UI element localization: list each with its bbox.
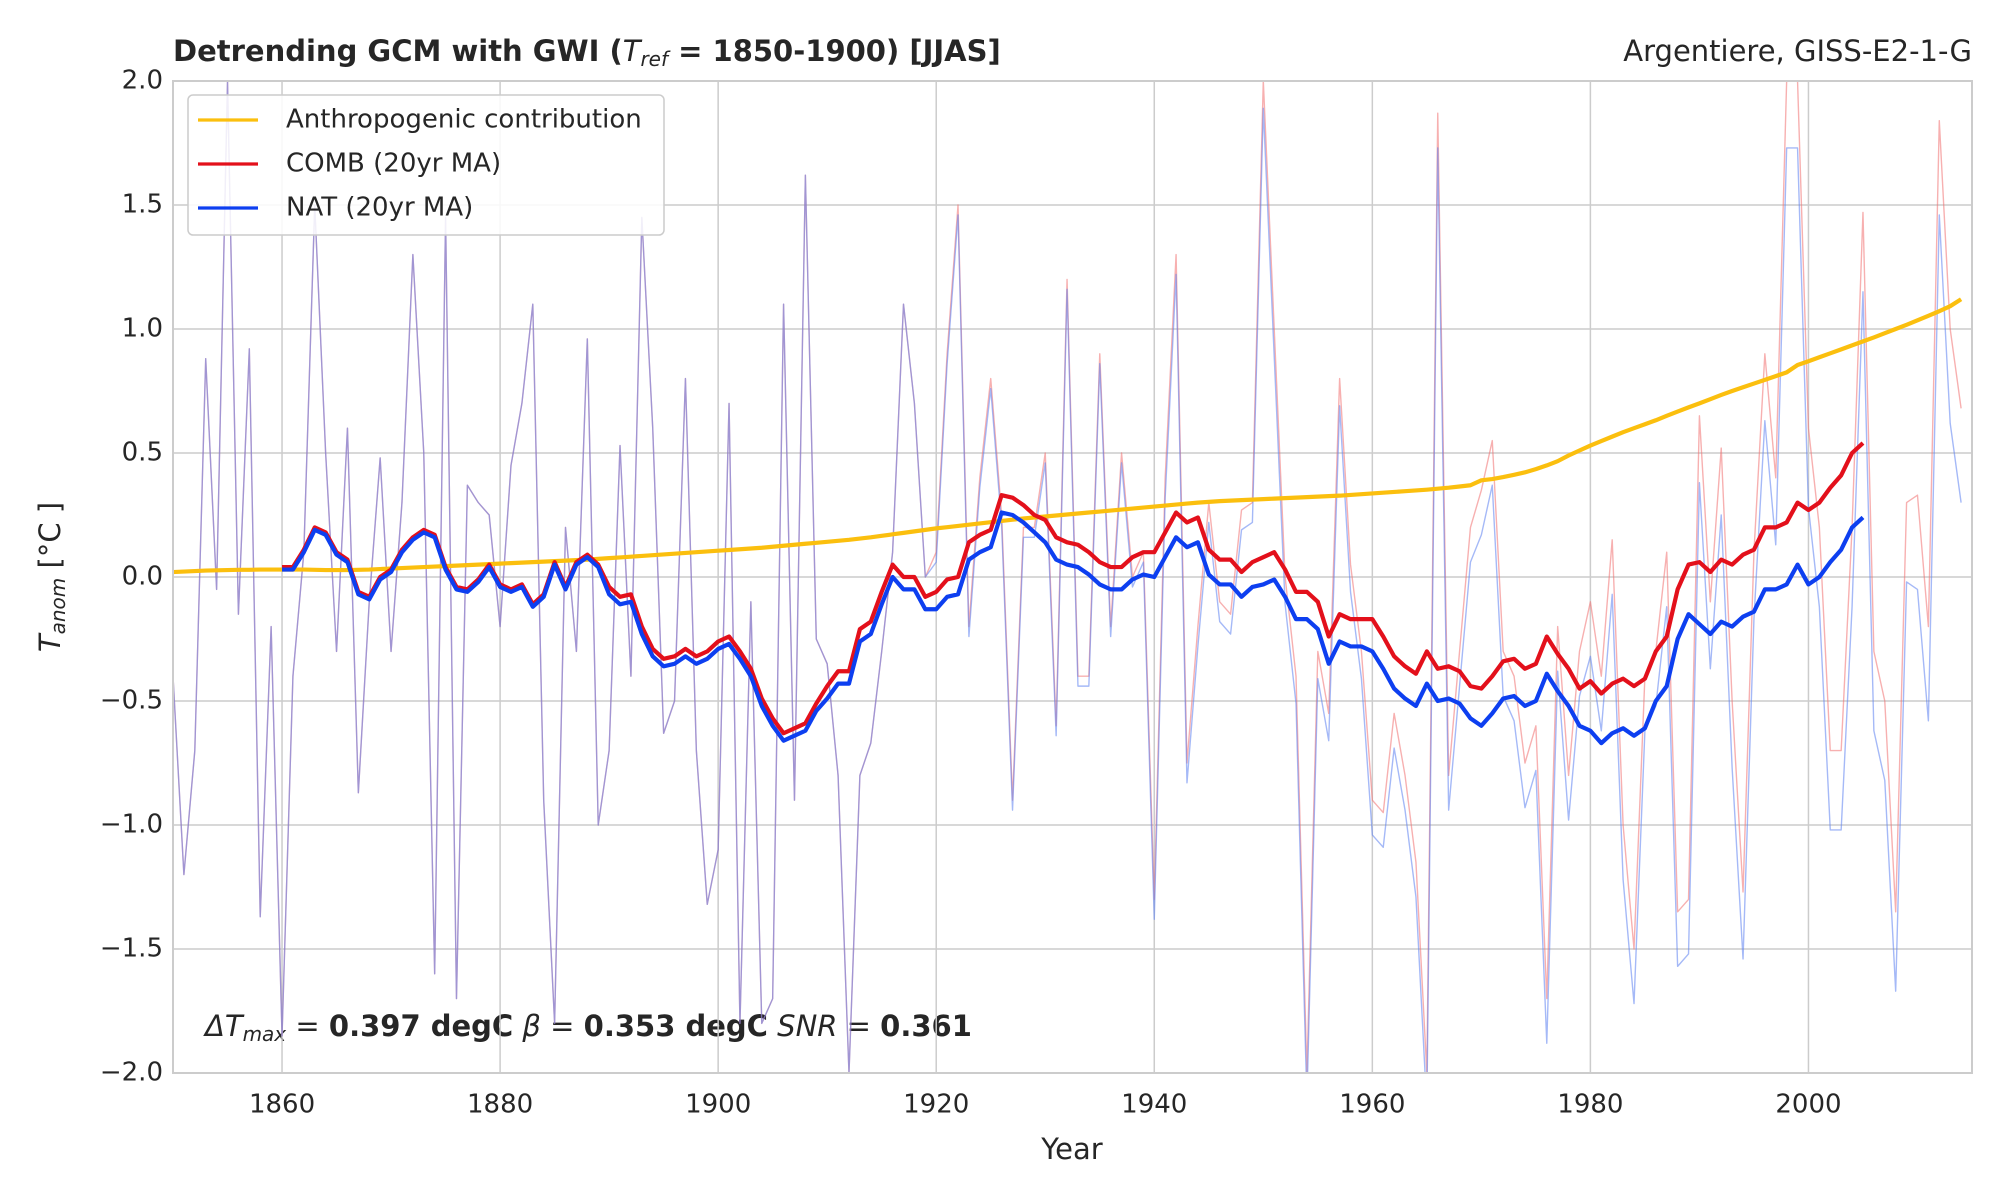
y-tick-label: −2.0 (100, 1058, 163, 1088)
x-tick-label: 1900 (685, 1090, 751, 1120)
x-tick-label: 1940 (1121, 1090, 1187, 1120)
y-tick-label: 1.5 (122, 190, 163, 220)
x-tick-label: 1860 (249, 1090, 315, 1120)
x-tick-label: 2000 (1775, 1090, 1841, 1120)
y-tick-label: −1.0 (100, 810, 163, 840)
x-tick-label: 1880 (467, 1090, 533, 1120)
title-part: ref (640, 47, 671, 71)
x-tick-label: 1920 (903, 1090, 969, 1120)
y-tick-label: −1.5 (100, 934, 163, 964)
chart-subtitle: Argentiere, GISS-E2-1-G (1623, 34, 1972, 68)
title-part: Detrending GCM with GWI ( (173, 34, 623, 68)
ylabel-part: anom (46, 578, 70, 635)
plot-lines (173, 81, 1963, 1073)
title-part: = 1850-1900) [JJAS] (668, 34, 1001, 68)
annotation-part: 0.397 degC (329, 1009, 513, 1043)
annotation-part: SNR = (768, 1009, 880, 1043)
y-tick-label: 0.0 (122, 562, 163, 592)
ylabel-part: T (33, 632, 67, 652)
y-tick-label: 1.0 (122, 314, 163, 344)
y-tick-label: 0.5 (122, 438, 163, 468)
annotation: ΔTmax = 0.397 degC β = 0.353 degC SNR = … (203, 1009, 972, 1046)
chart-title: Detrending GCM with GWI (Tref = 1850-190… (173, 34, 1001, 71)
title-part: T (623, 34, 643, 68)
x-tick-label: 1980 (1557, 1090, 1623, 1120)
legend-frame (187, 94, 665, 236)
legend-label: COMB (20yr MA) (286, 149, 501, 179)
legend-label: Anthropogenic contribution (286, 105, 642, 135)
annotation-part: β = (513, 1009, 583, 1043)
plot-frame (172, 80, 1973, 1074)
annotation-part: ΔT (203, 1009, 245, 1043)
legend-label: NAT (20yr MA) (286, 193, 473, 223)
legend: Anthropogenic contribution COMB (20yr MA)… (187, 94, 665, 236)
y-axis-label: Tanom [°C ] (33, 502, 70, 652)
series-line (173, 297, 1963, 575)
annotation-part: 0.353 degC (584, 1009, 768, 1043)
annotation-part: = (286, 1009, 329, 1043)
y-tick-label: 2.0 (122, 66, 163, 96)
annotation-part: 0.361 (880, 1009, 972, 1043)
ylabel-part: [°C ] (33, 502, 67, 578)
x-tick-label: 1960 (1339, 1090, 1405, 1120)
series-line (282, 510, 1865, 746)
x-axis-label: Year (1040, 1132, 1102, 1166)
y-tick-label: −0.5 (100, 686, 163, 716)
annotation-part: max (243, 1022, 287, 1046)
